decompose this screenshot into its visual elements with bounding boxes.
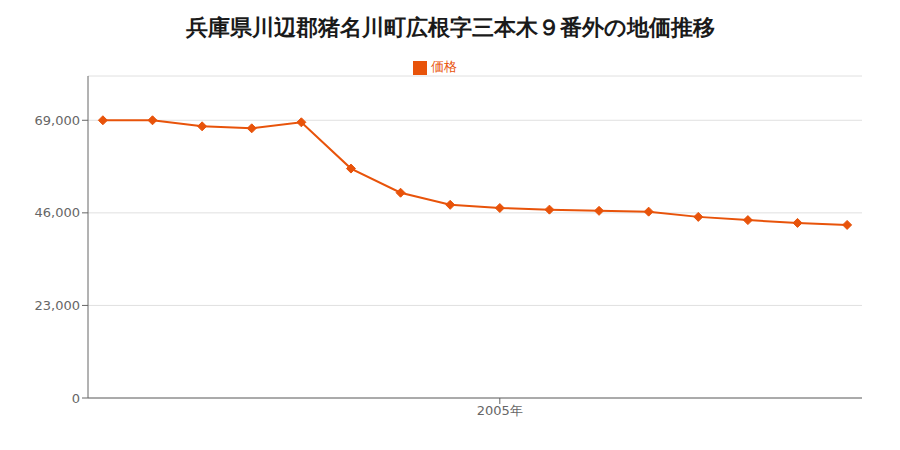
svg-text:23,000: 23,000	[35, 298, 81, 313]
html-text:兵庫県川辺郡猪名川町広根字三本木９番外の地価推移: 兵庫県川辺郡猪名川町広根字三本木９番外の地価推移	[185, 15, 715, 40]
html-text:価格: 価格	[431, 59, 457, 74]
svg-text:0: 0	[72, 391, 80, 406]
svg-text:46,000: 46,000	[35, 205, 81, 220]
svg-text:2005年: 2005年	[477, 403, 523, 418]
svg-text:69,000: 69,000	[35, 113, 81, 128]
